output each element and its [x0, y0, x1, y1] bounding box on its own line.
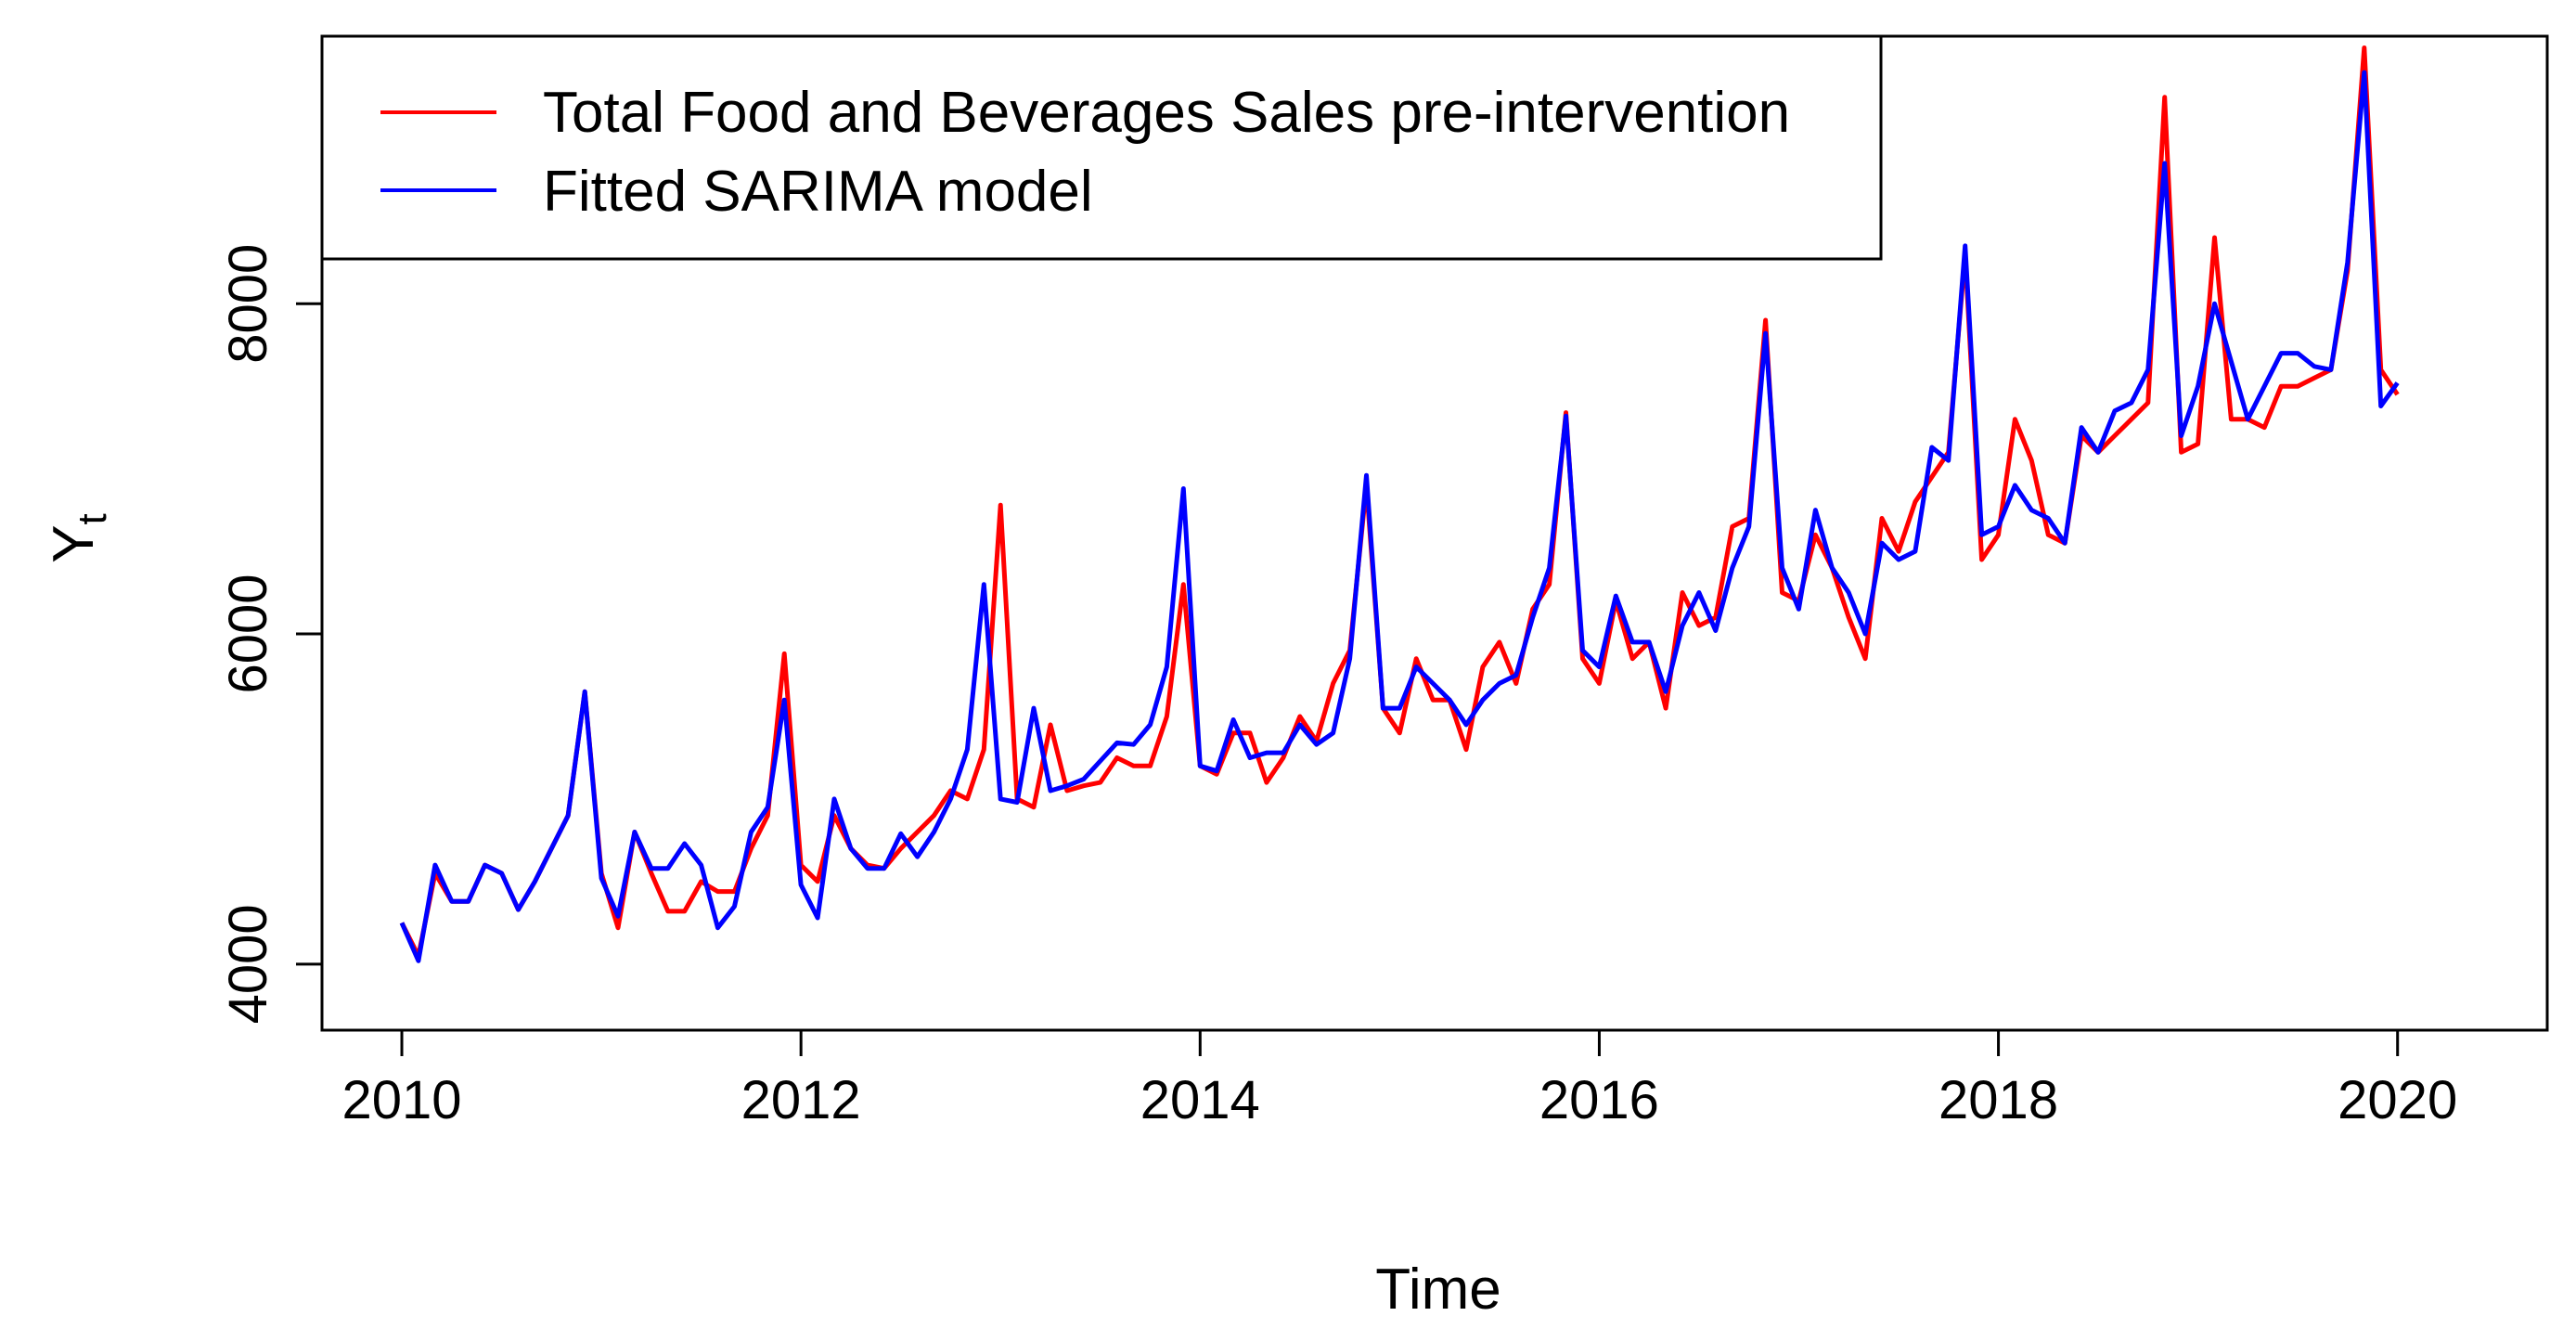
- x-axis: 2010 2012 2014 2016 2018 2020: [342, 1028, 2457, 1130]
- y-axis-title: Yt: [42, 513, 115, 563]
- x-tick-label: 2016: [1539, 1070, 1659, 1130]
- series-layer: [399, 45, 2400, 963]
- series-line-fitted: [399, 70, 2400, 963]
- y-axis: 4000 6000 8000: [218, 244, 324, 1024]
- x-tick-label: 2020: [2338, 1070, 2457, 1130]
- legend-label-fitted: Fitted SARIMA model: [543, 160, 1093, 224]
- legend: Total Food and Beverages Sales pre-inter…: [320, 34, 1883, 261]
- x-tick-label: 2012: [741, 1070, 861, 1130]
- y-tick-label: 8000: [218, 244, 278, 364]
- legend-label-observed: Total Food and Beverages Sales pre-inter…: [543, 81, 1790, 145]
- y-tick-label: 6000: [218, 574, 278, 694]
- x-tick-label: 2018: [1938, 1070, 2058, 1130]
- y-tick-label: 4000: [218, 904, 278, 1024]
- x-tick-label: 2010: [342, 1070, 462, 1130]
- x-tick-label: 2014: [1140, 1070, 1260, 1130]
- y-axis-title-subscript: t: [70, 513, 115, 524]
- x-axis-title: Time: [1375, 1258, 1501, 1322]
- y-axis-title-main: Y: [42, 524, 106, 562]
- legend-box: [320, 34, 1883, 261]
